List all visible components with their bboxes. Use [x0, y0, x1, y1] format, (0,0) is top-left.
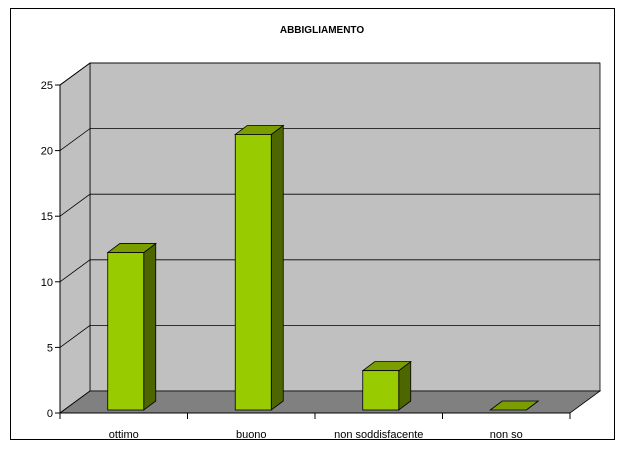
y-tick-label: 0	[47, 408, 53, 420]
x-tick-label: buono	[236, 429, 267, 441]
x-tick-label: ottimo	[109, 429, 139, 441]
bars	[106, 124, 540, 411]
bar-ottimo	[106, 242, 157, 411]
gridline	[59, 324, 600, 348]
bar-non-so	[489, 400, 540, 411]
y-tick-label: 15	[41, 211, 53, 223]
x-tick-label: non so	[490, 429, 523, 441]
y-tick-label: 20	[41, 146, 53, 158]
y-tick-label: 25	[41, 80, 53, 92]
gridlines	[59, 62, 600, 348]
bar-top	[489, 400, 540, 411]
x-tick-label: non soddisfacente	[334, 429, 423, 441]
gridline	[59, 128, 600, 151]
gridline	[59, 259, 600, 283]
y-tick-label: 10	[41, 277, 53, 289]
bar-side	[143, 242, 157, 411]
side-wall	[59, 62, 91, 414]
gridline	[59, 62, 600, 86]
bar-non-soddisfacente	[361, 360, 412, 411]
y-tick-label: 5	[47, 342, 53, 354]
bar-front	[107, 252, 145, 411]
plot-wall	[58, 62, 602, 414]
back-wall	[89, 62, 601, 392]
gridline	[59, 193, 600, 217]
labels: 0 5 10 15 20 25 ottimo buono non soddisfacente no…	[41, 80, 523, 441]
bar-front	[362, 370, 400, 411]
chart-title: ABBIGLIAMENTO	[280, 25, 364, 36]
bar-buono	[234, 124, 285, 411]
axes	[55, 84, 571, 419]
bar-front	[234, 134, 272, 411]
bar-side	[270, 124, 284, 411]
